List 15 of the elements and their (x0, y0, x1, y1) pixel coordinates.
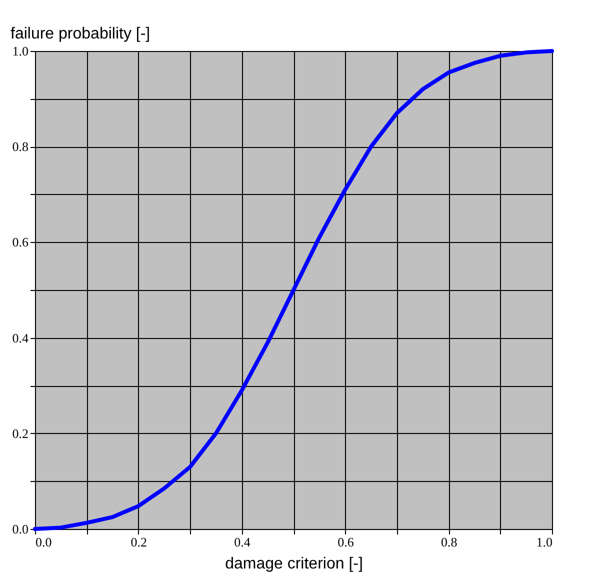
x-tick-label: 0.4 (234, 534, 251, 550)
x-axis-title: damage criterion [-] (225, 556, 363, 572)
line-series (33, 49, 554, 531)
y-axis-title: failure probability [-] (10, 26, 150, 42)
y-tick-label: 0.4 (12, 330, 29, 346)
y-tick-label: 0.2 (12, 426, 28, 441)
x-tick-label: 0.0 (36, 534, 52, 550)
x-tick-label: 0.6 (338, 534, 354, 550)
x-tick-label: 0.2 (130, 534, 148, 550)
y-tick-label: 0.8 (12, 139, 28, 154)
x-tick-label: 1.0 (536, 534, 552, 550)
y-tick-label: 1.0 (12, 44, 28, 58)
y-tick-label: 0.6 (12, 234, 29, 250)
x-tick-label: 0.8 (440, 534, 458, 550)
y-tick-label: 0.0 (12, 522, 28, 536)
